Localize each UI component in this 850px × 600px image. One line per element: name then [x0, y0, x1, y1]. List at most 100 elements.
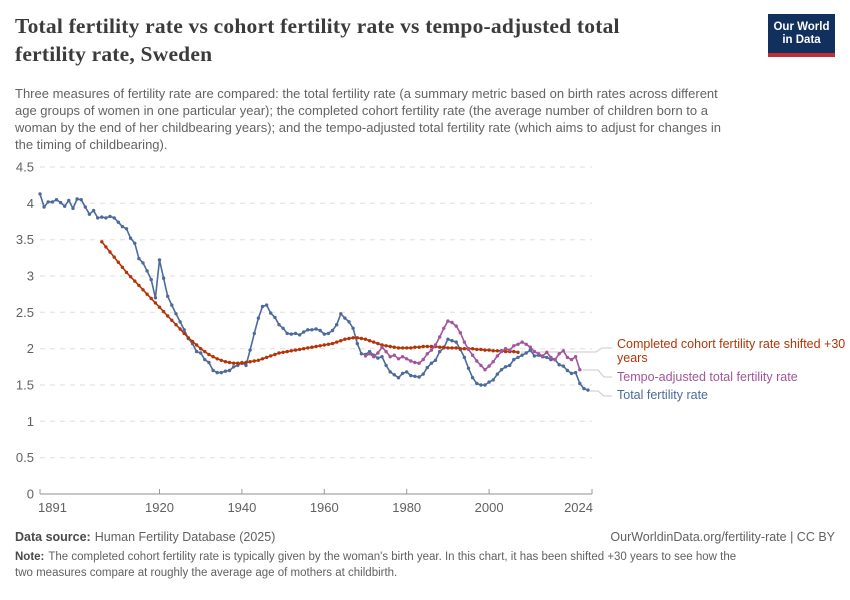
- series-point: [425, 365, 429, 370]
- series-point: [339, 312, 343, 316]
- series-point: [38, 192, 42, 196]
- series-point: [495, 372, 500, 376]
- series-point: [186, 336, 190, 340]
- series-point: [396, 357, 401, 361]
- series-point: [384, 344, 388, 348]
- series-point: [248, 348, 252, 352]
- series-point: [561, 349, 565, 353]
- series-point: [400, 355, 405, 359]
- series-line-0: [39, 193, 589, 391]
- series-point: [104, 245, 108, 249]
- y-tick-label: 3.5: [16, 232, 34, 247]
- series-point: [264, 303, 269, 307]
- series-line-2: [365, 320, 581, 371]
- series-point: [170, 303, 174, 307]
- series-point: [133, 279, 137, 283]
- series-point: [458, 331, 462, 335]
- series-point: [470, 347, 475, 351]
- x-tick-label: 1891: [38, 500, 67, 515]
- y-tick-label: 4: [27, 196, 34, 211]
- series-point: [223, 369, 228, 373]
- series-point: [491, 360, 495, 364]
- series-point: [211, 355, 215, 359]
- series-point: [83, 205, 88, 209]
- series-point: [512, 344, 516, 348]
- series-point: [293, 348, 298, 352]
- series-point: [520, 353, 524, 357]
- subtitle-line: woman by the end of her childbearing yea…: [15, 120, 721, 135]
- series-point: [260, 304, 265, 309]
- legend-total-fertility[interactable]: Total fertility rate: [617, 388, 709, 402]
- legend-connector-total: [590, 390, 612, 397]
- series-point: [433, 343, 438, 347]
- series-point: [516, 342, 520, 346]
- series-point: [100, 215, 104, 219]
- series-point: [450, 346, 454, 350]
- series-point: [314, 344, 318, 349]
- series-point: [483, 383, 487, 387]
- logo-line-1: Our World: [773, 20, 830, 33]
- origin-link[interactable]: OurWorldinData.org/fertility-rate | CC B…: [610, 530, 835, 544]
- series-point: [269, 354, 273, 358]
- series-point: [112, 216, 116, 220]
- series-point: [322, 332, 326, 336]
- series-point: [170, 318, 174, 322]
- fertility-line-chart[interactable]: 0 0.5 1 1.5 2 2.5 3 3.5 4 4.5 1891 1920 1940 1960 1980…: [0, 155, 850, 530]
- title-line-2: fertility rate, Sweden: [15, 42, 213, 66]
- series-point: [503, 365, 508, 369]
- note-line-1: The completed cohort fertility rate is t…: [48, 551, 737, 563]
- series-point: [260, 357, 265, 361]
- series-point: [512, 349, 516, 354]
- legend-tempo-adjusted[interactable]: Tempo-adjusted total fertility rate: [617, 370, 798, 384]
- series-point: [413, 360, 417, 365]
- series-point: [215, 357, 219, 361]
- owid-logo[interactable]: Our World in Data: [768, 14, 835, 57]
- series-point: [194, 343, 199, 347]
- series-point: [330, 341, 335, 346]
- series-point: [87, 212, 92, 216]
- series-point: [433, 358, 438, 362]
- series-point: [565, 368, 570, 373]
- series-point: [503, 349, 508, 354]
- series-point: [207, 360, 211, 365]
- series-point: [347, 336, 351, 341]
- legend-cohort-fertility[interactable]: Completed cohort fertility rate shifted …: [617, 337, 846, 365]
- series-point: [302, 347, 306, 351]
- series-point: [462, 347, 467, 351]
- series-point: [363, 354, 368, 358]
- series-point: [322, 343, 326, 347]
- series-point: [62, 204, 67, 208]
- series-point: [124, 227, 129, 231]
- series-point: [203, 349, 207, 354]
- series-point: [120, 224, 125, 229]
- series-point: [166, 314, 170, 318]
- series-point: [335, 340, 339, 344]
- series-point: [326, 342, 331, 346]
- series-point: [339, 339, 343, 343]
- footer-source-row: Data source: Human Fertility Database (20…: [15, 529, 835, 545]
- series-point: [499, 349, 504, 354]
- series-point: [182, 331, 186, 336]
- series-point: [438, 349, 442, 354]
- series-point: [42, 205, 46, 209]
- series-point: [124, 270, 129, 275]
- series-point: [483, 348, 487, 352]
- series-point: [479, 383, 483, 387]
- series-point: [450, 320, 454, 325]
- series-point: [141, 261, 145, 265]
- series-point: [116, 220, 121, 224]
- subtitle-line: Three measures of fertility rate are com…: [15, 86, 718, 101]
- y-tick-label: 0: [27, 487, 34, 502]
- series-point: [528, 345, 532, 349]
- series-point: [578, 368, 582, 372]
- series-point: [466, 347, 471, 352]
- series-point: [199, 351, 203, 355]
- series-point: [310, 328, 314, 332]
- legend-connector-cohort: [521, 347, 612, 353]
- series-point: [128, 275, 133, 279]
- series-point: [405, 370, 409, 374]
- series-point: [351, 336, 355, 340]
- series-point: [293, 331, 298, 336]
- series-point: [330, 328, 335, 333]
- series-point: [491, 349, 495, 353]
